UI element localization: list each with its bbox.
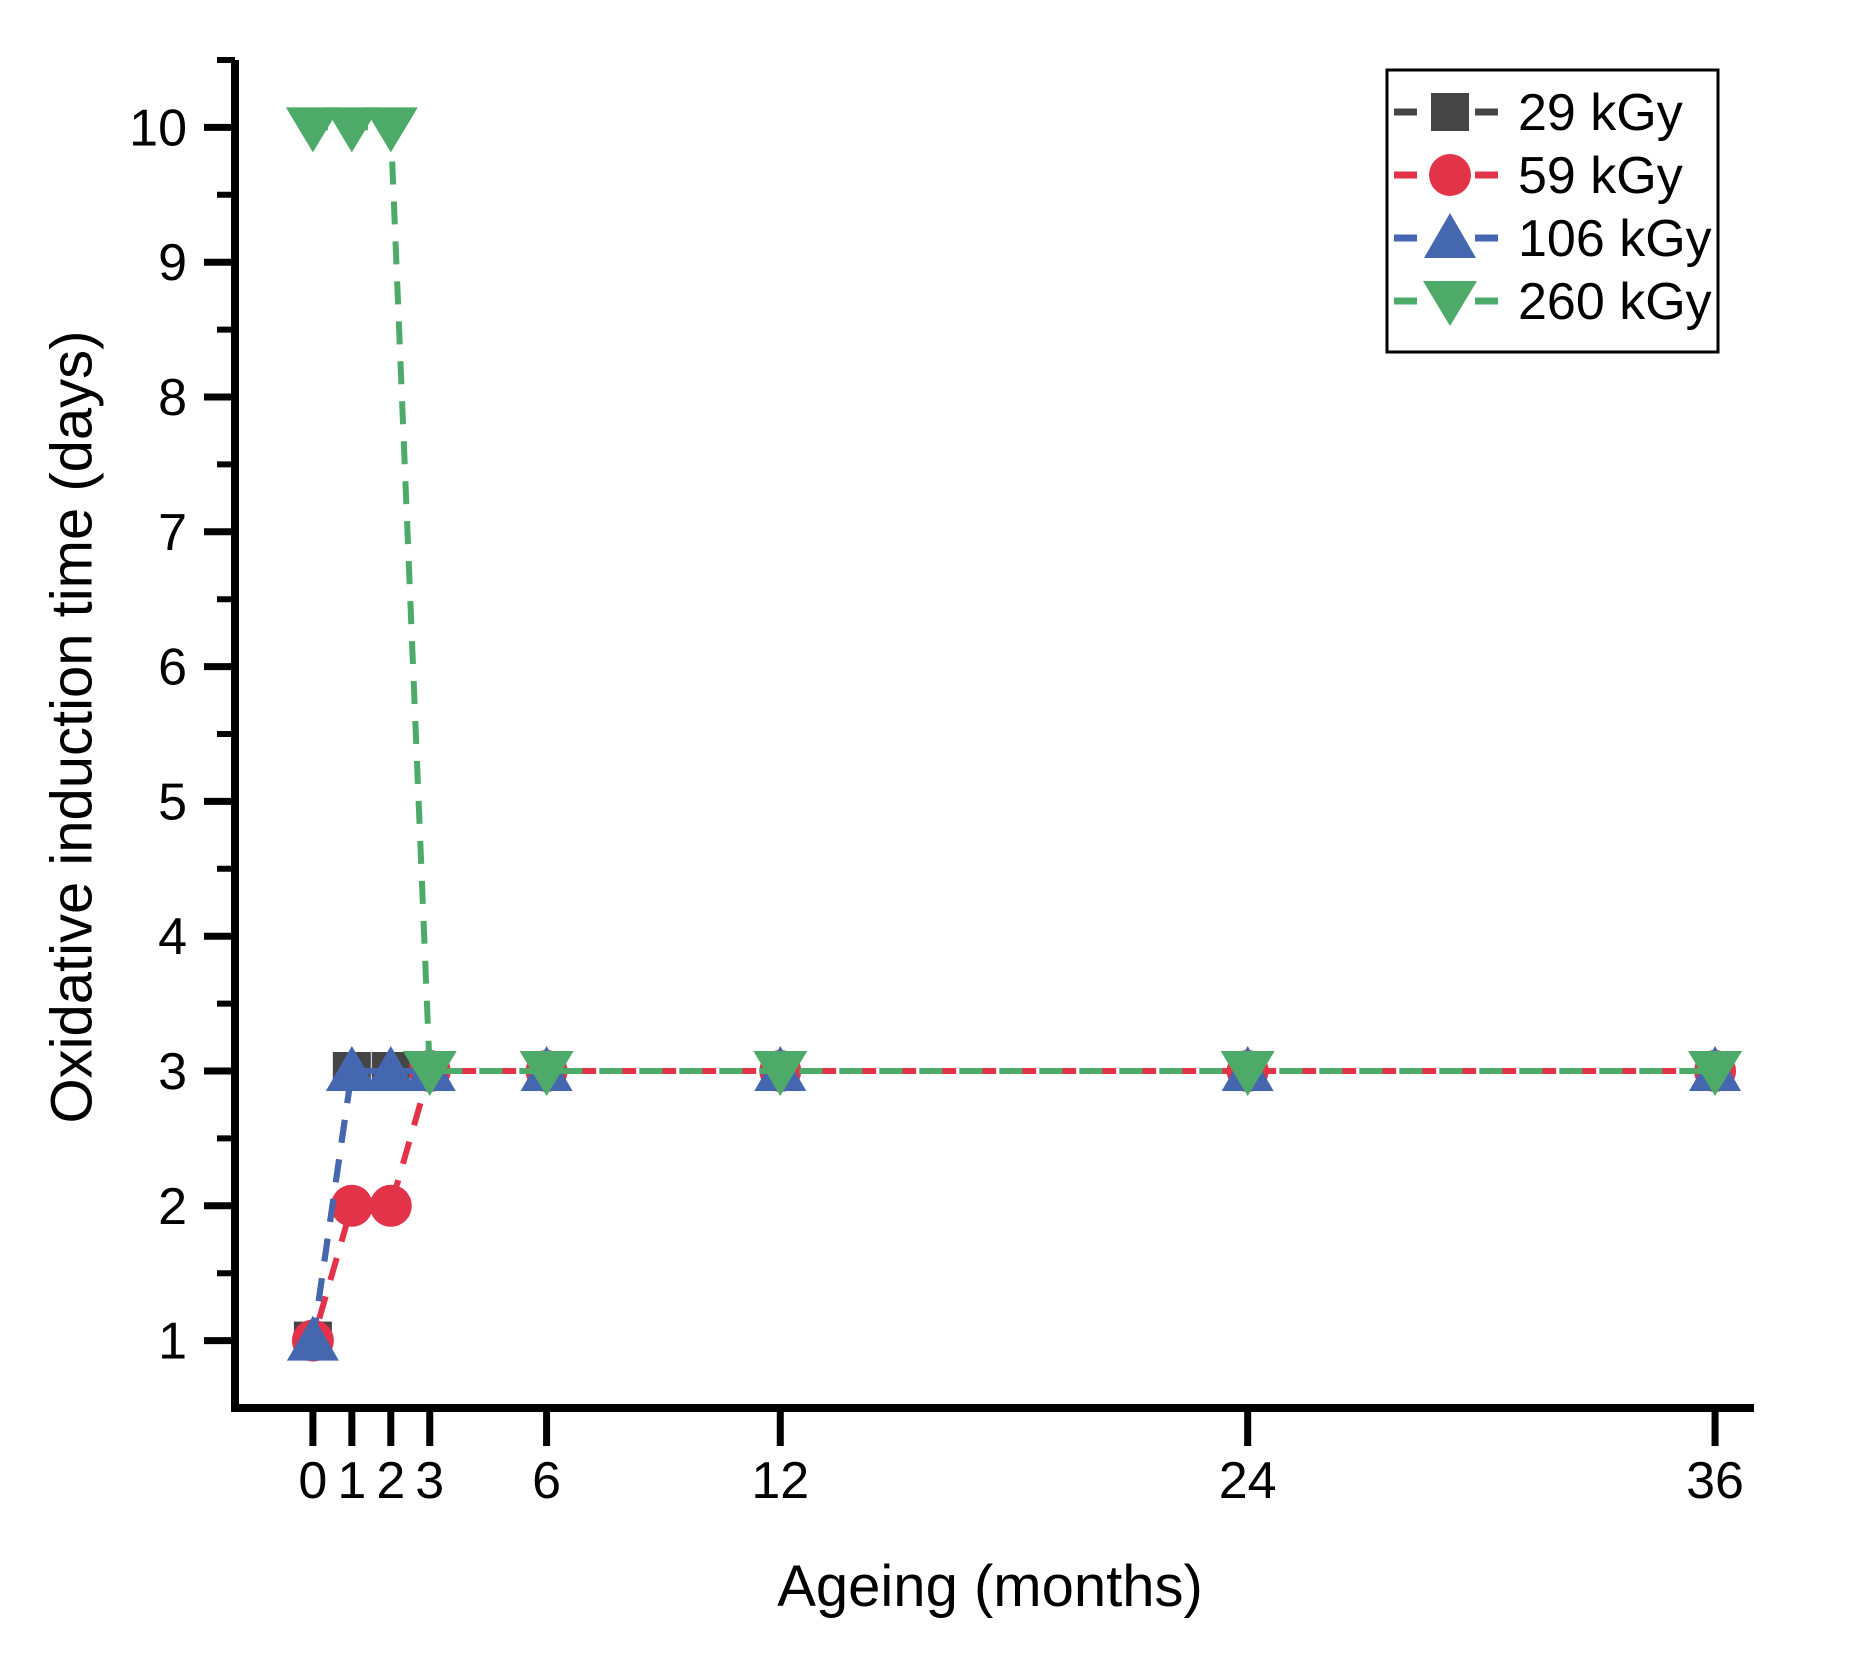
y-axis-title: Oxidative induction time (days)	[39, 330, 105, 1124]
x-tick-label: 36	[1686, 1452, 1744, 1510]
legend-label: 59 kGy	[1518, 147, 1683, 205]
y-tick-label: 2	[158, 1178, 187, 1236]
x-tick-label: 2	[376, 1452, 405, 1510]
marker-triangle-down	[1688, 1051, 1743, 1096]
legend-item: 106 kGy	[1394, 210, 1712, 268]
marker-triangle-up	[286, 1315, 339, 1361]
marker-triangle-up	[1424, 213, 1476, 258]
series-line	[309, 1068, 1716, 1342]
marker-triangle-down	[363, 107, 418, 153]
y-tick-label: 1	[158, 1313, 187, 1371]
marker-circle	[369, 1184, 412, 1227]
marker-triangle-down	[324, 107, 379, 153]
y-tick-label: 8	[158, 369, 187, 427]
marker-triangle-up	[325, 1046, 378, 1091]
marker-triangle-up	[364, 1046, 417, 1091]
series-260-kgy	[285, 107, 1743, 1096]
legend-label: 29 kGy	[1518, 84, 1683, 142]
y-tick-label: 7	[158, 504, 187, 562]
marker-triangle-down	[753, 1051, 808, 1096]
legend-label: 260 kGy	[1518, 273, 1712, 331]
marker-circle	[1429, 154, 1471, 196]
series-106-kgy	[286, 1046, 1742, 1361]
y-tick-label: 3	[158, 1043, 187, 1101]
marker-triangle-down	[285, 107, 340, 153]
x-tick-label: 0	[298, 1452, 327, 1510]
x-tick-label: 1	[337, 1452, 366, 1510]
marker-circle	[330, 1184, 373, 1227]
marker-triangle-down	[1220, 1051, 1275, 1096]
marker-triangle-down	[1423, 281, 1477, 326]
x-tick-label: 6	[532, 1452, 561, 1510]
x-tick-label: 24	[1219, 1452, 1277, 1510]
legend-label: 106 kGy	[1518, 210, 1712, 268]
legend-item: 29 kGy	[1394, 84, 1683, 142]
y-tick-label: 5	[158, 773, 187, 831]
marker-triangle-down	[519, 1051, 574, 1096]
marker-square	[1431, 93, 1469, 131]
x-axis-title: Ageing (months)	[777, 1554, 1203, 1619]
series-line	[310, 1068, 1716, 1342]
y-tick-label: 9	[158, 234, 187, 292]
legend-item: 260 kGy	[1394, 273, 1712, 331]
legend-item: 59 kGy	[1394, 147, 1683, 205]
x-tick-label: 12	[751, 1452, 809, 1510]
x-tick-label: 3	[415, 1452, 444, 1510]
series-59-kgy	[291, 1050, 1737, 1362]
series-line	[309, 1068, 1716, 1342]
marker-triangle-down	[402, 1051, 457, 1096]
series-29-kgy	[293, 1052, 1735, 1360]
y-tick-label: 4	[158, 908, 187, 966]
y-tick-label: 6	[158, 639, 187, 697]
y-tick-label: 10	[129, 99, 187, 157]
